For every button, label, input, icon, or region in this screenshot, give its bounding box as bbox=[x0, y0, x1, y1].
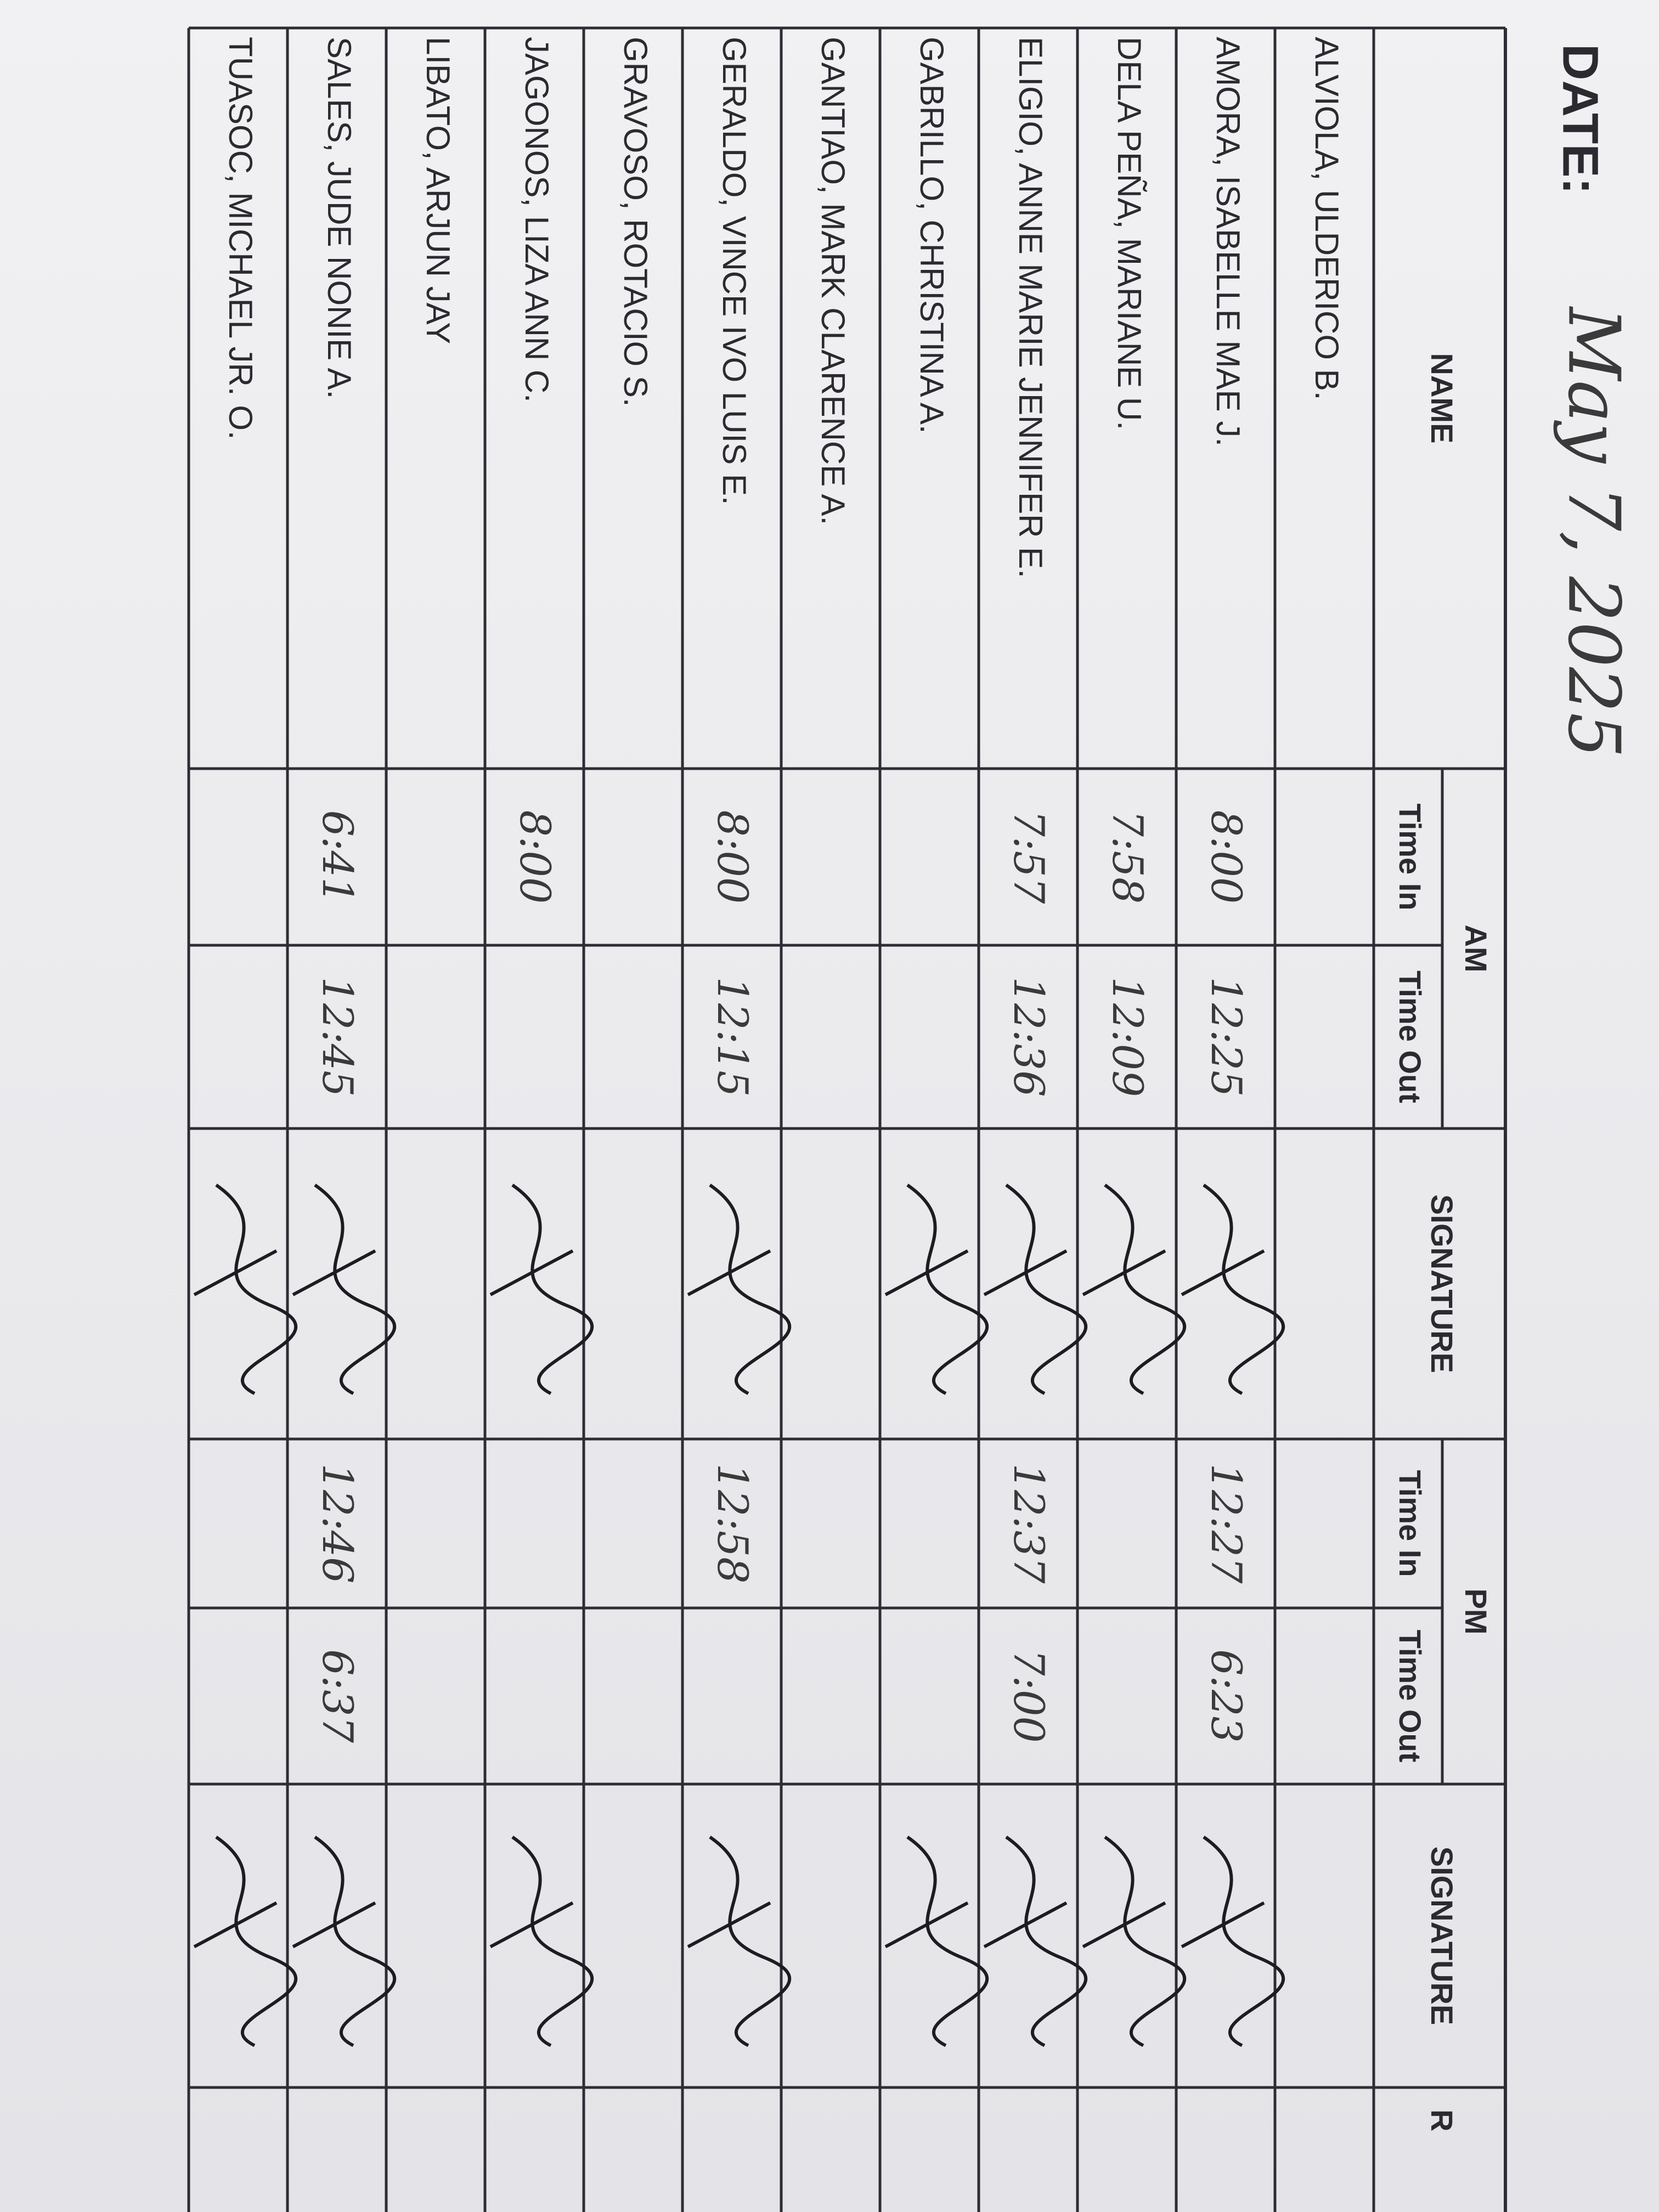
row-name: DELA PEÑA, MARIANE U. bbox=[1111, 37, 1148, 430]
time-entry: 8:00 bbox=[511, 810, 560, 904]
row-name: GANTIAO, MARK CLARENCE A. bbox=[815, 37, 851, 525]
signature-scribble bbox=[884, 1183, 989, 1395]
signature-scribble bbox=[489, 1183, 594, 1395]
time-entry: 8:00 bbox=[708, 810, 757, 904]
time-entry: 12:45 bbox=[313, 977, 362, 1097]
signature-scribble bbox=[292, 1183, 397, 1395]
time-entry: 6:37 bbox=[313, 1649, 362, 1743]
time-entry: 12:46 bbox=[313, 1463, 362, 1583]
column-header: R bbox=[1425, 2109, 1459, 2131]
time-entry: 6:23 bbox=[1202, 1649, 1251, 1743]
row-name: LIBATO, ARJUN JAY bbox=[420, 37, 456, 344]
signature-scribble bbox=[687, 1183, 792, 1395]
row-name: GABRILLO, CHRISTINA A. bbox=[913, 37, 950, 434]
row-name: JAGONOS, LIZA ANN C. bbox=[518, 37, 555, 403]
column-header: AM bbox=[1459, 924, 1493, 972]
time-entry: 7:57 bbox=[1005, 810, 1053, 904]
row-name: TUASOC, MICHAEL JR. O. bbox=[222, 37, 259, 440]
time-entry: 12:25 bbox=[1202, 977, 1251, 1097]
signature-scribble bbox=[1181, 1183, 1285, 1395]
column-header: SIGNATURE bbox=[1425, 1194, 1459, 1373]
signature-scribble bbox=[983, 1836, 1088, 2047]
time-entry: 12:36 bbox=[1005, 977, 1053, 1097]
column-header: Time Out bbox=[1393, 1630, 1427, 1763]
row-name: GRAVOSO, ROTACIO S. bbox=[617, 37, 654, 407]
signature-scribble bbox=[489, 1836, 594, 2047]
time-entry: 12:37 bbox=[1005, 1463, 1053, 1584]
column-header: Time Out bbox=[1393, 970, 1427, 1103]
signature-scribble bbox=[193, 1836, 298, 2047]
column-header: Time In bbox=[1393, 1470, 1427, 1577]
signature-scribble bbox=[1082, 1183, 1187, 1395]
column-header: Time In bbox=[1393, 803, 1427, 910]
column-header: NAME bbox=[1425, 353, 1459, 444]
row-name: SALES, JUDE NONIE A. bbox=[321, 37, 358, 399]
signature-scribble bbox=[193, 1183, 298, 1395]
signature-scribble bbox=[292, 1836, 397, 2047]
time-entry: 7:58 bbox=[1103, 810, 1152, 904]
signature-scribble bbox=[1082, 1836, 1187, 2047]
time-entry: 7:00 bbox=[1005, 1649, 1053, 1743]
time-entry: 12:27 bbox=[1202, 1463, 1251, 1584]
date-value: May 7, 2025 bbox=[1553, 306, 1636, 758]
time-entry: 12:58 bbox=[708, 1463, 757, 1583]
time-entry: 12:15 bbox=[708, 977, 757, 1097]
signature-scribble bbox=[983, 1183, 1088, 1395]
date-label: DATE: bbox=[1553, 44, 1609, 194]
signature-scribble bbox=[687, 1836, 792, 2047]
time-entry: 8:00 bbox=[1202, 810, 1251, 904]
time-entry: 12:09 bbox=[1103, 977, 1152, 1097]
row-name: GERALDO, VINCE IVO LUIS E. bbox=[716, 37, 753, 505]
column-header: PM bbox=[1459, 1589, 1493, 1635]
signature-scribble bbox=[884, 1836, 989, 2047]
column-header: SIGNATURE bbox=[1425, 1847, 1459, 2025]
row-name: AMORA, ISABELLE MAE J. bbox=[1210, 37, 1246, 447]
time-entry: 6:41 bbox=[313, 810, 362, 904]
row-name: ALVIOLA, ULDERICO B. bbox=[1308, 37, 1345, 400]
row-name: ELIGIO, ANNE MARIE JENNIFER E. bbox=[1012, 37, 1049, 578]
signature-scribble bbox=[1181, 1836, 1285, 2047]
